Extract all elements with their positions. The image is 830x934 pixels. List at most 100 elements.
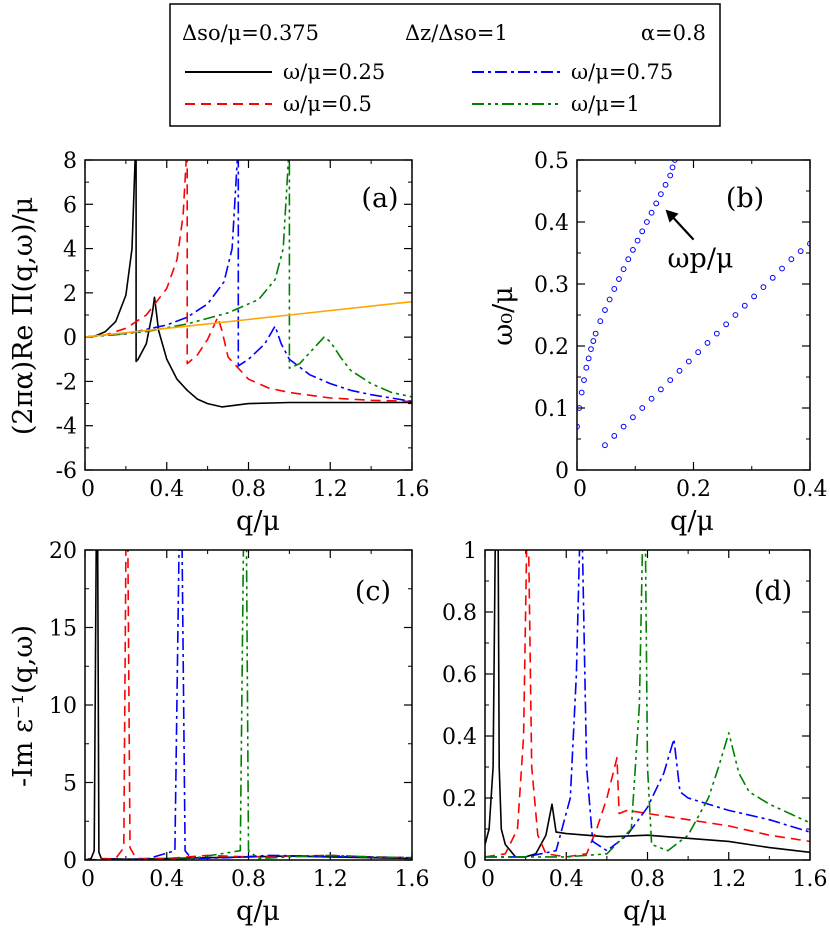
scatter-point (669, 164, 676, 171)
scatter-point (616, 276, 622, 282)
legend-label-w05: ω/μ=0.5 (283, 92, 372, 116)
y-tick-label: 0 (63, 326, 77, 351)
x-tick-label: 0 (573, 477, 587, 502)
scatter-point (597, 318, 604, 325)
y-tick-label: 0.2 (534, 335, 569, 360)
y-tick-label: 6 (63, 193, 77, 218)
scatter-point (695, 349, 702, 356)
plot-area (85, 550, 412, 860)
scatter-point (644, 219, 650, 225)
scatter-point (620, 266, 627, 273)
plot-area (485, 550, 810, 858)
plot-area (85, 160, 412, 408)
y-tick-label: 0.4 (442, 725, 477, 750)
y-tick-label: 4 (63, 238, 77, 263)
legend-param-spin-orbit: Δso/μ=0.375 (182, 21, 319, 45)
y-tick-label: 5 (63, 772, 77, 797)
x-tick-label: 1.6 (793, 867, 828, 892)
series-line-0 (485, 550, 810, 858)
y-tick-label: 0 (555, 459, 569, 484)
x-tick-label: 0.4 (793, 477, 828, 502)
scatter-point (630, 247, 636, 253)
scatter-point (577, 405, 583, 411)
y-tick-label: -4 (56, 415, 77, 440)
panel-3: 0 0.4 0.8 1.2 1.6 0 0.2 0.4 0.6 0.8 1 (d) q/μ (442, 539, 828, 927)
x-tick-label: 0.8 (630, 867, 665, 892)
scatter-point (741, 302, 748, 309)
scatter-point (648, 395, 655, 402)
x-tick-label: 1.2 (313, 477, 348, 502)
panel-tag: (a) (361, 183, 398, 214)
scatter-point (630, 414, 636, 421)
series-line-2 (485, 550, 810, 858)
y-tick-label: 20 (49, 539, 77, 564)
legend: Δso/μ=0.375 Δz/Δso=1 α=0.8 ω/μ=0.25 ω/μ=… (169, 3, 721, 127)
legend-label-w075: ω/μ=0.75 (571, 60, 673, 84)
series-line-1 (485, 550, 810, 858)
x-tick-label: 0.8 (231, 477, 266, 502)
scatter-point (751, 293, 757, 300)
scatter-point (657, 386, 664, 393)
scatter-point (592, 330, 599, 337)
series-line-3 (85, 550, 412, 860)
x-tick-label: 1.2 (313, 867, 348, 892)
scatter-point (797, 248, 804, 255)
scatter-point (578, 389, 585, 396)
scatter-point (685, 358, 692, 365)
series-line-0 (85, 160, 412, 408)
scatter-point (760, 284, 767, 291)
scatter-point (602, 307, 608, 313)
scatter-point (611, 286, 618, 292)
scatter-point (779, 265, 785, 272)
scatter-point (648, 209, 655, 216)
x-tick-label: 0 (481, 867, 495, 892)
scatter-point (620, 423, 627, 430)
y-tick-label: 2 (63, 282, 77, 307)
scatter-point (625, 256, 632, 263)
y-axis-label: -Im ε⁻¹(q,ω) (8, 625, 39, 787)
legend-label-w1: ω/μ=1 (571, 92, 640, 116)
y-axis-label: (2πα)Re Π(q,ω)/μ (8, 197, 39, 435)
scatter-point (634, 237, 641, 244)
scatter-point (585, 355, 592, 362)
y-tick-label: 0.3 (534, 273, 569, 298)
x-tick-label: 1.6 (395, 477, 430, 502)
legend-label-w025: ω/μ=0.25 (283, 60, 385, 84)
scatter-point (713, 330, 720, 337)
x-tick-label: 0.4 (549, 867, 584, 892)
x-tick-label: 1.6 (395, 867, 430, 892)
scatter-point (732, 312, 739, 318)
x-tick-label: 0.4 (149, 867, 184, 892)
x-tick-label: 0 (81, 867, 95, 892)
y-tick-label: 0.1 (534, 397, 569, 422)
x-tick-label: 0.8 (231, 867, 266, 892)
scatter-point (704, 340, 711, 346)
y-tick-label: 0.8 (442, 601, 477, 626)
y-tick-label: 0.6 (442, 663, 477, 688)
series-line-2 (85, 160, 412, 403)
scatter-point (639, 228, 646, 235)
y-tick-label: 0.2 (442, 787, 477, 812)
plot-area (577, 160, 810, 449)
y-tick-label: 0 (463, 849, 477, 874)
scatter-point (667, 377, 674, 384)
panel-1: 0 0.2 0.4 0 0.1 0.2 0.3 0.4 0.5 (b) q/μ ω₀/μ ωp/μ (488, 149, 828, 537)
y-tick-label: -6 (56, 459, 77, 484)
panel-tag: (d) (754, 576, 792, 607)
x-axis-label: q/μ (236, 506, 280, 537)
legend-param-zeeman: Δz/Δso=1 (405, 21, 508, 45)
scatter-point (662, 181, 669, 188)
panel-0: 0 0.4 0.8 1.2 1.6 -6 -4 -2 0 2 4 6 8 (a) q/μ (2πα)Re Π(… (8, 149, 430, 537)
series-line-4 (85, 300, 412, 338)
y-tick-label: 10 (49, 694, 77, 719)
x-tick-label: 0 (81, 477, 95, 502)
x-axis-label: q/μ (236, 896, 280, 927)
series-line-3 (485, 550, 810, 858)
y-tick-label: 0.4 (534, 211, 569, 236)
scatter-point (769, 274, 776, 281)
y-tick-label: 8 (63, 149, 77, 174)
annotation-label: ωp/μ (668, 244, 734, 275)
annotation-arrow-head (665, 209, 679, 223)
panel-tag: (b) (726, 183, 764, 214)
